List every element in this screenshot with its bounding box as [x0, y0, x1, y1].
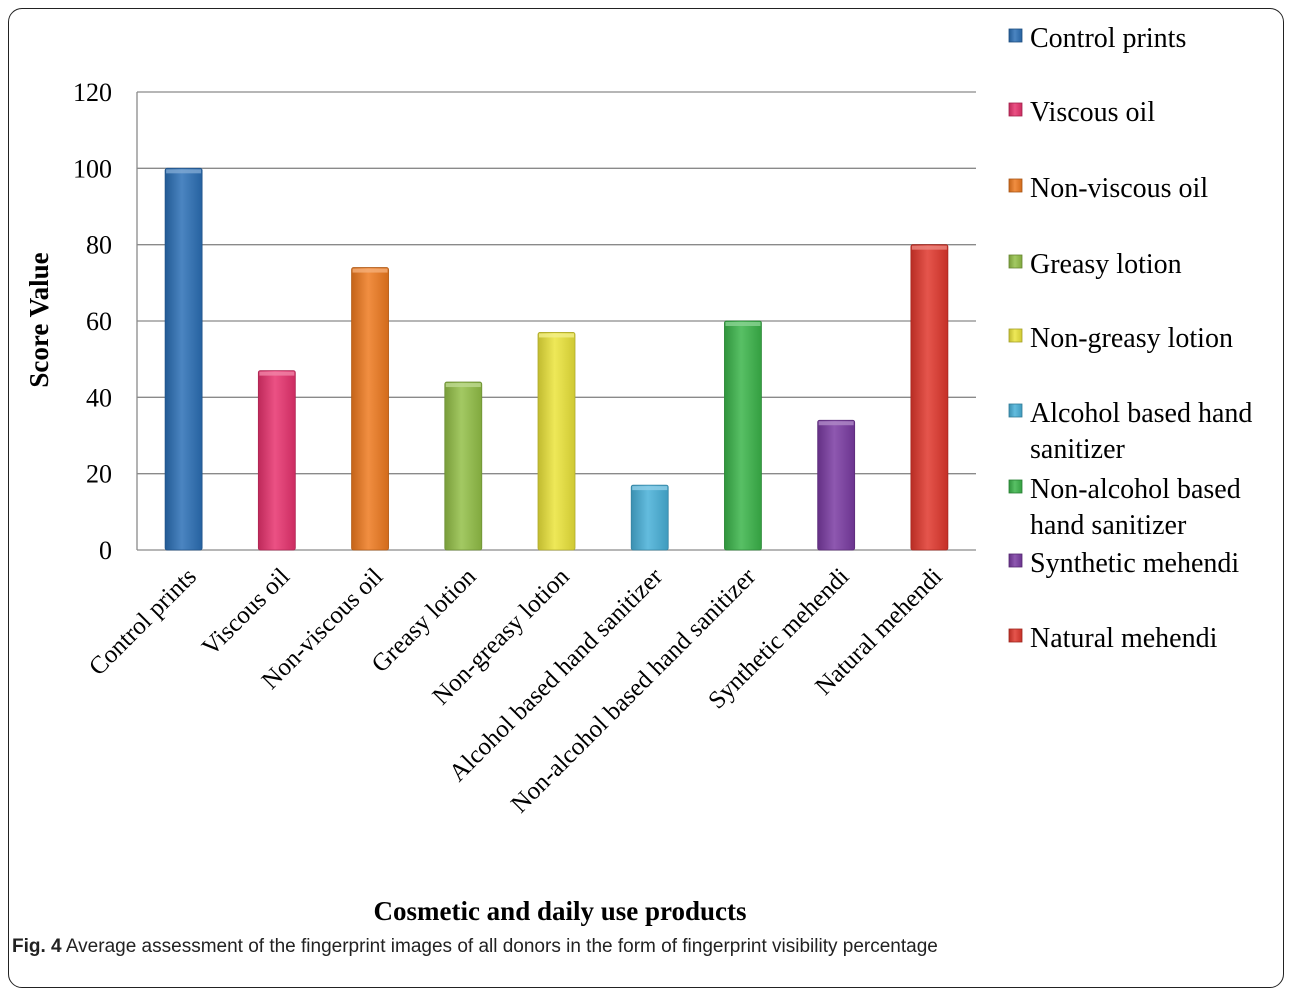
- legend-label: sanitizer: [1030, 434, 1126, 465]
- bar: [911, 245, 948, 550]
- legend: Control prints Viscous oil Non-viscous oil…: [1009, 23, 1252, 654]
- y-tick-label: 60: [86, 307, 112, 336]
- legend-swatch: [1009, 29, 1022, 42]
- caption-label: Fig. 4: [12, 936, 62, 957]
- bar-highlight: [539, 333, 574, 337]
- y-axis-ticks: 0 20 40 60 80 100 120: [73, 78, 112, 565]
- legend-swatch: [1009, 404, 1022, 417]
- legend-label: Viscous oil: [1030, 97, 1155, 128]
- bar: [631, 485, 668, 550]
- figure-caption: Fig. 4 Average assessment of the fingerp…: [12, 936, 1282, 966]
- bar-highlight: [166, 169, 201, 173]
- legend-label: Natural mehendi: [1030, 623, 1218, 654]
- legend-label: Non-viscous oil: [1030, 173, 1208, 204]
- legend-swatch: [1009, 255, 1022, 268]
- legend-label: Non-greasy lotion: [1030, 323, 1233, 354]
- bar-highlight: [819, 421, 854, 425]
- legend-label: Control prints: [1030, 23, 1186, 54]
- legend-swatch: [1009, 179, 1022, 192]
- y-tick-label: 40: [86, 383, 112, 412]
- x-tick-label: Control prints: [84, 563, 202, 681]
- y-axis-label: Score Value: [24, 252, 54, 387]
- bar: [258, 371, 295, 550]
- bar-highlight: [632, 486, 667, 490]
- x-tick-label: Viscous oil: [197, 563, 295, 661]
- y-tick-label: 80: [86, 231, 112, 260]
- legend-swatch: [1009, 480, 1022, 493]
- x-axis-label: Cosmetic and daily use products: [373, 896, 746, 926]
- caption-text: Average assessment of the fingerprint im…: [62, 936, 938, 957]
- bar-highlight: [446, 383, 481, 387]
- legend-swatch: [1009, 629, 1022, 642]
- bar: [818, 420, 855, 550]
- y-tick-label: 120: [73, 78, 112, 107]
- bar-highlight: [353, 269, 388, 273]
- legend-label: Non-alcohol based: [1030, 474, 1241, 505]
- bar-highlight: [912, 246, 947, 250]
- legend-label: Greasy lotion: [1030, 249, 1182, 280]
- legend-label: Synthetic mehendi: [1030, 548, 1239, 579]
- y-tick-label: 100: [73, 154, 112, 183]
- y-tick-label: 20: [86, 460, 112, 489]
- bar: [445, 382, 482, 550]
- legend-swatch: [1009, 329, 1022, 342]
- bar: [352, 268, 389, 550]
- y-tick-label: 0: [99, 536, 112, 565]
- legend-swatch: [1009, 554, 1022, 567]
- bar-highlight: [725, 322, 760, 326]
- bar: [165, 168, 202, 550]
- legend-swatch: [1009, 103, 1022, 116]
- legend-label: Alcohol based hand: [1030, 398, 1252, 429]
- bar: [724, 321, 761, 550]
- bar-highlight: [259, 372, 294, 376]
- bars: [165, 168, 948, 550]
- bar: [538, 332, 575, 550]
- legend-label: hand sanitizer: [1030, 510, 1187, 541]
